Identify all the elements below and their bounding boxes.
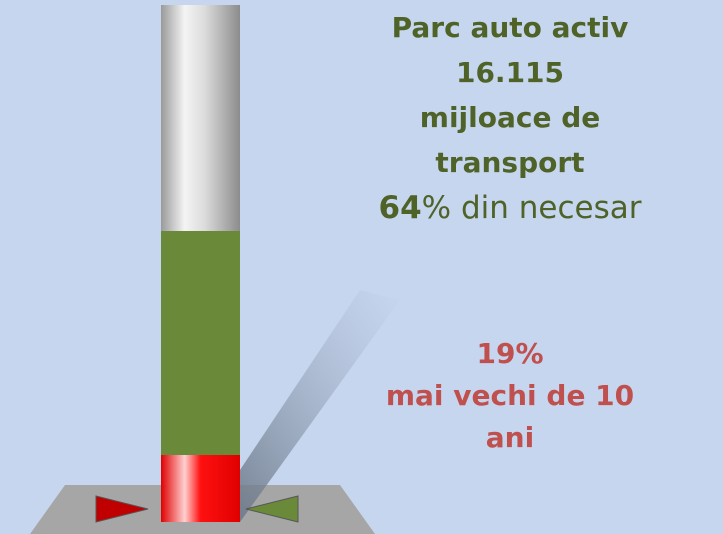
headline-line: mijloace de [330, 95, 690, 140]
share-text: % din necesar [422, 190, 642, 226]
share: 64% din necesar [330, 186, 690, 231]
headline-line: 16.115 [330, 50, 690, 95]
old-line: mai vechi de 10 [330, 375, 690, 417]
column-red [161, 455, 240, 522]
column-empty [161, 5, 240, 231]
headline-line: Parc auto activ [330, 5, 690, 50]
column-green [161, 231, 240, 455]
page: {"headline": {"lines": ["Parc auto activ… [0, 0, 723, 534]
share-value: 64 [379, 190, 422, 226]
old-line: 19% [330, 333, 690, 375]
old-line: ani [330, 417, 690, 459]
headline-line: transport [330, 140, 690, 185]
headline: Parc auto activ 16.115 mijloace de trans… [330, 5, 690, 185]
old-vehicles: 19% mai vechi de 10 ani [330, 333, 690, 459]
